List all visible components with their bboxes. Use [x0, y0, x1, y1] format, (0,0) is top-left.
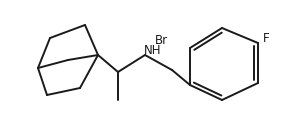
Text: Br: Br [155, 34, 168, 47]
Text: NH: NH [144, 44, 162, 57]
Text: F: F [263, 31, 270, 44]
